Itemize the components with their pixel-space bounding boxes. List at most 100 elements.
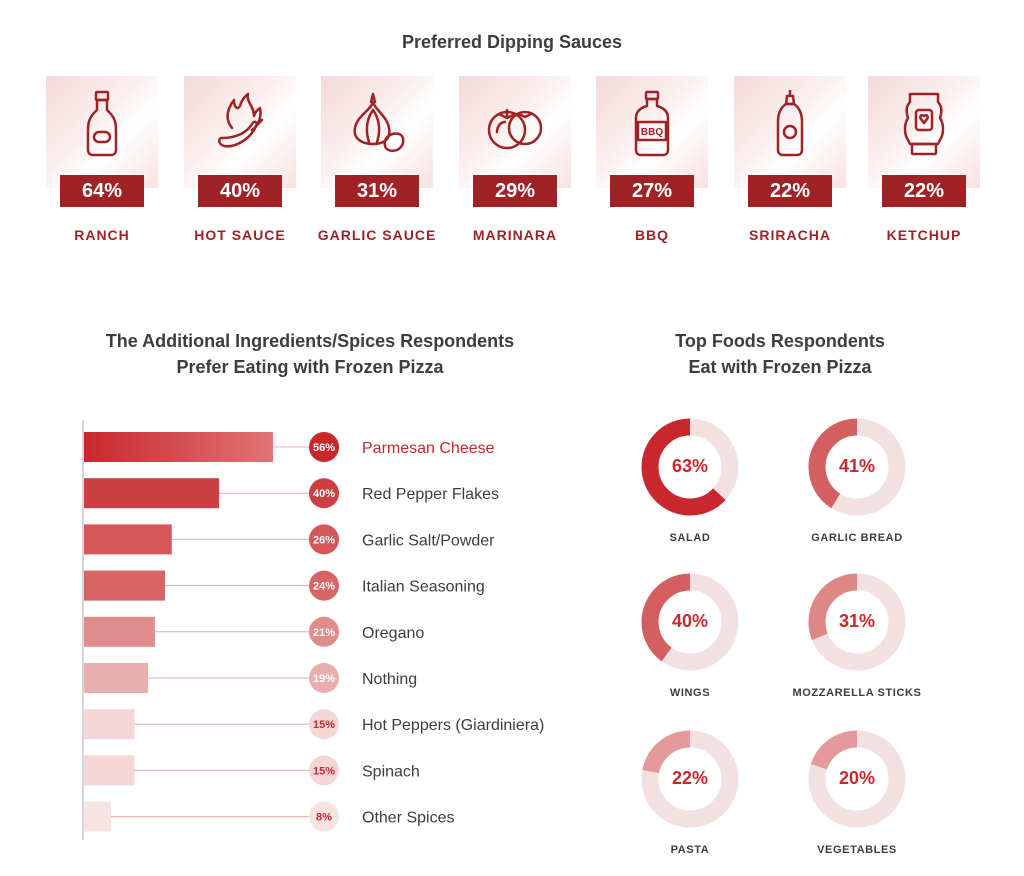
foods-title: Top Foods Respondents Eat with Frozen Pi… (630, 328, 930, 380)
sauce-card-hot-sauce: 40% HOT SAUCE (184, 76, 296, 246)
ingredients-title-line2: Prefer Eating with Frozen Pizza (176, 357, 444, 377)
bar-value-badge-8 (309, 801, 339, 832)
sauce-card-sriracha: 22% SRIRACHA (734, 76, 846, 246)
chili-fire-icon (218, 92, 264, 148)
bar-value-label-6: 15% (313, 719, 335, 731)
donut-value-label-1: 41% (838, 456, 876, 476)
bar-category-label-8: Other Spices (362, 810, 454, 827)
bar-value-badge-2 (309, 524, 339, 555)
bar-value-label-8: 8% (316, 812, 332, 824)
bar-category-label-1: Red Pepper Flakes (362, 486, 499, 503)
sauce-percent: 29% (473, 175, 557, 207)
donut-2 (641, 573, 739, 671)
donut-slice-3 (808, 573, 906, 671)
sauce-name: RANCH (74, 227, 130, 243)
foods-title-line1: Top Foods Respondents (675, 331, 885, 351)
sriracha-bottle-icon (776, 90, 804, 157)
ranch-bottle-icon (86, 90, 118, 157)
sauce-card-bbq: BBQ 27% BBQ (596, 76, 708, 246)
bar-value-label-5: 19% (313, 673, 335, 685)
bar-category-label-7: Spinach (362, 763, 420, 780)
sauce-percent: 27% (610, 175, 694, 207)
sauce-card-background (459, 76, 571, 188)
donut-category-label-1: GARLIC BREAD (811, 532, 903, 544)
foods-title-line2: Eat with Frozen Pizza (688, 357, 872, 377)
bar-value-label-3: 24% (313, 581, 335, 593)
bar-category-label-0: Parmesan Cheese (362, 440, 495, 457)
bar-5 (84, 663, 149, 693)
donut-value-label-4: 22% (671, 768, 709, 788)
bar-value-badge-7 (309, 755, 339, 786)
donut-value-label-3: 31% (838, 611, 876, 631)
sauce-percent: 31% (335, 175, 419, 207)
sauce-card-background (596, 76, 708, 188)
donut-4 (641, 730, 739, 828)
ingredients-title-line1: The Additional Ingredients/Spices Respon… (105, 331, 515, 351)
bar-value-label-2: 26% (313, 534, 335, 546)
sauce-card-garlic-sauce: 31% GARLIC SAUCE (318, 76, 435, 246)
bar-6 (84, 709, 135, 740)
bar-category-label-5: Nothing (362, 671, 417, 688)
sauce-name: HOT SAUCE (194, 227, 286, 243)
donut-category-label-5: VEGETABLES (817, 844, 897, 856)
donut-value-label-0: 63% (671, 456, 709, 476)
sauce-card-ranch: 64% RANCH (46, 76, 158, 246)
donut-slice-0 (641, 418, 739, 516)
donut-category-label-2: WINGS (669, 687, 711, 699)
bar-value-label-4: 21% (313, 627, 335, 639)
donut-1 (808, 418, 906, 516)
bar-value-badge-1 (309, 478, 339, 509)
bar-value-badge-6 (309, 709, 339, 740)
svg-text:BBQ: BBQ (641, 127, 663, 138)
donut-value-label-5: 20% (838, 768, 876, 788)
sauce-name: KETCHUP (886, 227, 962, 243)
bar-0 (84, 432, 273, 462)
foods-donut-charts: 63% SALAD 41% GARLIC BREAD 40% WINGS 31% MOZZAR… (620, 410, 950, 860)
sauce-percent: 22% (748, 175, 832, 207)
donut-category-label-3: MOZZARELLA STICKS (792, 687, 922, 699)
bar-value-label-0: 56% (313, 442, 335, 454)
bar-2 (84, 524, 172, 555)
sauce-name: BBQ (634, 227, 670, 243)
bar-value-label-1: 40% (313, 488, 335, 500)
sauce-card-background (184, 76, 296, 188)
bar-category-label-3: Italian Seasoning (362, 579, 485, 596)
ingredients-title: The Additional Ingredients/Spices Respon… (40, 328, 580, 380)
ingredients-bar-chart: 56% Parmesan Cheese 40% Red Pepper Flakes 26… (82, 420, 544, 840)
donut-category-label-0: SALAD (669, 532, 711, 544)
sauce-card-marinara: 29% MARINARA (459, 76, 571, 246)
sauce-percent: 40% (198, 175, 282, 207)
sauce-name: SRIRACHA (749, 227, 831, 243)
sauce-percent: 22% (882, 175, 966, 207)
sauce-name: GARLIC SAUCE (317, 227, 437, 243)
bar-1 (84, 478, 219, 509)
donut-3 (808, 573, 906, 671)
donut-slice-4 (641, 730, 739, 828)
donut-5 (808, 730, 906, 828)
bar-value-badge-4 (309, 616, 339, 647)
bar-8 (84, 801, 111, 832)
bar-value-badge-5 (309, 663, 339, 693)
tomato-icon (487, 108, 543, 150)
ketchup-bottle-icon (903, 92, 945, 156)
bar-category-label-4: Oregano (362, 625, 424, 642)
donut-category-label-4: PASTA (670, 844, 710, 856)
bar-value-badge-3 (309, 570, 339, 601)
bar-7 (84, 755, 135, 786)
bar-category-label-2: Garlic Salt/Powder (362, 532, 495, 549)
bar-4 (84, 616, 155, 647)
donut-slice-2 (641, 573, 739, 671)
sauce-name: MARINARA (472, 227, 558, 243)
donut-0 (641, 418, 739, 516)
sauces-title: Preferred Dipping Sauces (401, 32, 623, 52)
bbq-bottle-icon: BBQ (634, 90, 670, 157)
sauce-card-ketchup: 22% KETCHUP (868, 76, 980, 246)
garlic-icon (353, 92, 405, 153)
donut-value-label-2: 40% (671, 611, 709, 631)
sauce-card-background (321, 76, 433, 188)
bar-3 (84, 570, 165, 601)
donut-slice-1 (808, 418, 906, 516)
donut-slice-5 (808, 730, 906, 828)
bar-value-label-7: 15% (313, 765, 335, 777)
bar-category-label-6: Hot Peppers (Giardiniera) (362, 717, 544, 734)
